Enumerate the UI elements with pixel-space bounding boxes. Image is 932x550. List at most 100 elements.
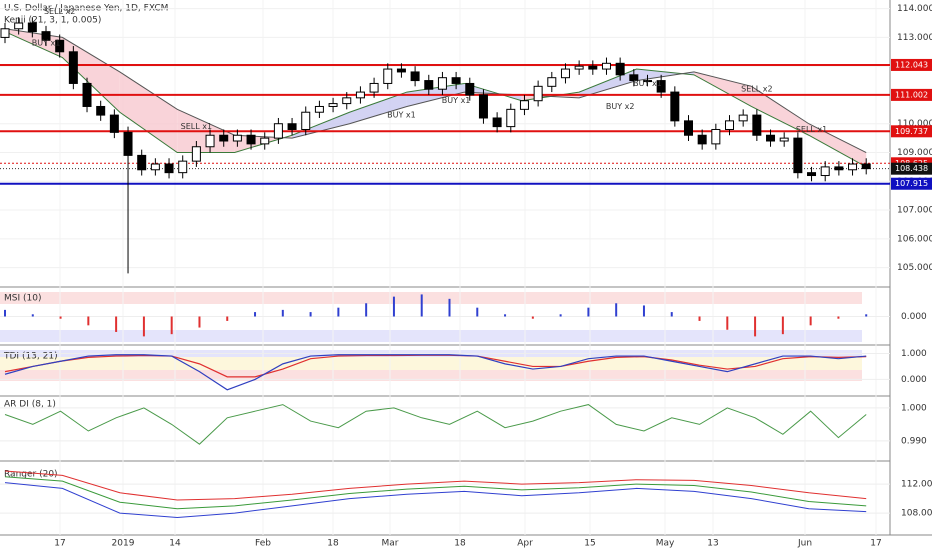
signal-label: BUY x1 bbox=[633, 79, 662, 88]
candle-body bbox=[848, 163, 858, 171]
candle-body bbox=[178, 160, 188, 174]
candle-body bbox=[355, 91, 365, 99]
y-tick-label: 1.000 bbox=[901, 403, 927, 413]
x-tick-label: May bbox=[656, 539, 675, 549]
signal-label: SELL x2 bbox=[741, 85, 772, 94]
x-tick-label: Apr bbox=[517, 539, 533, 549]
candle-body bbox=[123, 131, 133, 156]
x-tick-label: 18 bbox=[454, 539, 466, 549]
pane-title: AR DI (8, 1) bbox=[4, 400, 56, 410]
ma-cloud bbox=[636, 69, 694, 81]
candle-body bbox=[369, 82, 379, 93]
ma-cloud bbox=[579, 69, 637, 98]
candle-body bbox=[27, 22, 37, 33]
candle-body bbox=[314, 105, 324, 113]
candle-body bbox=[601, 62, 611, 70]
y-tick-label: 106.000 bbox=[897, 234, 932, 244]
y-tick-label: 105.000 bbox=[897, 263, 932, 273]
x-tick-label: 17 bbox=[54, 539, 65, 549]
candle-body bbox=[55, 39, 65, 53]
candle-body bbox=[533, 85, 543, 102]
candle-body bbox=[711, 128, 721, 145]
y-tick-label: 114.000 bbox=[897, 4, 932, 14]
signal-label: BUY x1 bbox=[32, 39, 61, 48]
x-tick-label: Jun bbox=[797, 539, 812, 549]
candle-body bbox=[779, 137, 789, 142]
y-tick-label: 112.000 bbox=[901, 480, 932, 490]
ranger-lower bbox=[4, 482, 867, 518]
candle-body bbox=[547, 77, 557, 87]
candle-body bbox=[96, 105, 106, 116]
y-tick-label: 107.000 bbox=[897, 206, 932, 216]
candle-body bbox=[478, 94, 488, 119]
candle-body bbox=[725, 120, 735, 130]
ma-cloud bbox=[751, 86, 809, 136]
candle-body bbox=[396, 68, 406, 73]
candle-body bbox=[820, 166, 830, 177]
pane-separators bbox=[0, 0, 932, 536]
candle-body bbox=[588, 65, 598, 70]
candle-body bbox=[684, 120, 693, 136]
pane-title: Ranger (20) bbox=[4, 470, 58, 480]
x-tick-label: 18 bbox=[327, 539, 339, 549]
candle-body bbox=[451, 77, 461, 84]
candle-body bbox=[68, 51, 78, 84]
candle-body bbox=[807, 172, 817, 177]
signal-label: BUY x1 bbox=[387, 111, 416, 120]
candle-body bbox=[164, 163, 174, 174]
level-tag bbox=[891, 58, 932, 71]
x-tick-label: Mar bbox=[382, 539, 399, 549]
ranger-middle bbox=[4, 476, 867, 510]
candle-body bbox=[14, 22, 24, 30]
candle-body bbox=[109, 114, 119, 133]
ranger-upper bbox=[4, 470, 867, 501]
signal-label: SELL x2 bbox=[44, 7, 75, 16]
candle-body bbox=[834, 166, 844, 171]
candle-body bbox=[793, 137, 803, 174]
candle-body bbox=[465, 82, 475, 96]
y-tick-label: 109.000 bbox=[897, 148, 932, 158]
y-tick-label: 113.000 bbox=[897, 33, 932, 43]
pane-title: MSI (10) bbox=[4, 294, 41, 304]
candle-body bbox=[437, 77, 447, 90]
level-tag bbox=[891, 177, 932, 190]
msi-lower-band bbox=[0, 330, 862, 342]
candle-body bbox=[219, 134, 229, 142]
msi-upper-band bbox=[0, 292, 862, 304]
signal-label: SELL x1 bbox=[181, 122, 212, 131]
x-tick-label: 2019 bbox=[112, 539, 135, 549]
y-tick-label: 1.000 bbox=[901, 349, 927, 359]
candle-body bbox=[519, 100, 529, 110]
candle-body bbox=[260, 137, 270, 145]
y-tick-label: 0.000 bbox=[901, 312, 927, 322]
x-tick-label: 14 bbox=[169, 539, 181, 549]
candle-body bbox=[766, 134, 776, 142]
candle-body bbox=[410, 71, 420, 82]
candle-body bbox=[342, 97, 352, 105]
candle-body bbox=[232, 134, 242, 142]
candle-body bbox=[738, 114, 748, 122]
candle-body bbox=[642, 80, 652, 83]
candle-body bbox=[697, 134, 707, 145]
ma-cloud bbox=[693, 71, 752, 107]
ma-cloud bbox=[119, 71, 178, 153]
candle-body bbox=[301, 111, 311, 130]
candle-body bbox=[328, 103, 338, 107]
ma-cloud bbox=[808, 123, 867, 167]
y-tick-label: 110.000 bbox=[897, 119, 932, 129]
x-tick-label: Feb bbox=[255, 539, 271, 549]
candle-body bbox=[670, 91, 680, 122]
candle-body bbox=[150, 163, 160, 171]
level-label: 107.915 bbox=[895, 179, 928, 188]
candle-body bbox=[424, 80, 434, 90]
ma-fast bbox=[4, 31, 867, 168]
y-tick-label: 108.000 bbox=[901, 509, 932, 519]
candle-body bbox=[861, 163, 871, 170]
signal-label: BUY x2 bbox=[606, 102, 635, 111]
tdi-lower-band bbox=[0, 370, 862, 381]
tdi-fast bbox=[4, 354, 867, 391]
candle-body bbox=[287, 123, 297, 130]
candle-body bbox=[574, 65, 584, 70]
y-tick-label: 0.000 bbox=[901, 375, 927, 385]
candle-body bbox=[0, 28, 10, 38]
